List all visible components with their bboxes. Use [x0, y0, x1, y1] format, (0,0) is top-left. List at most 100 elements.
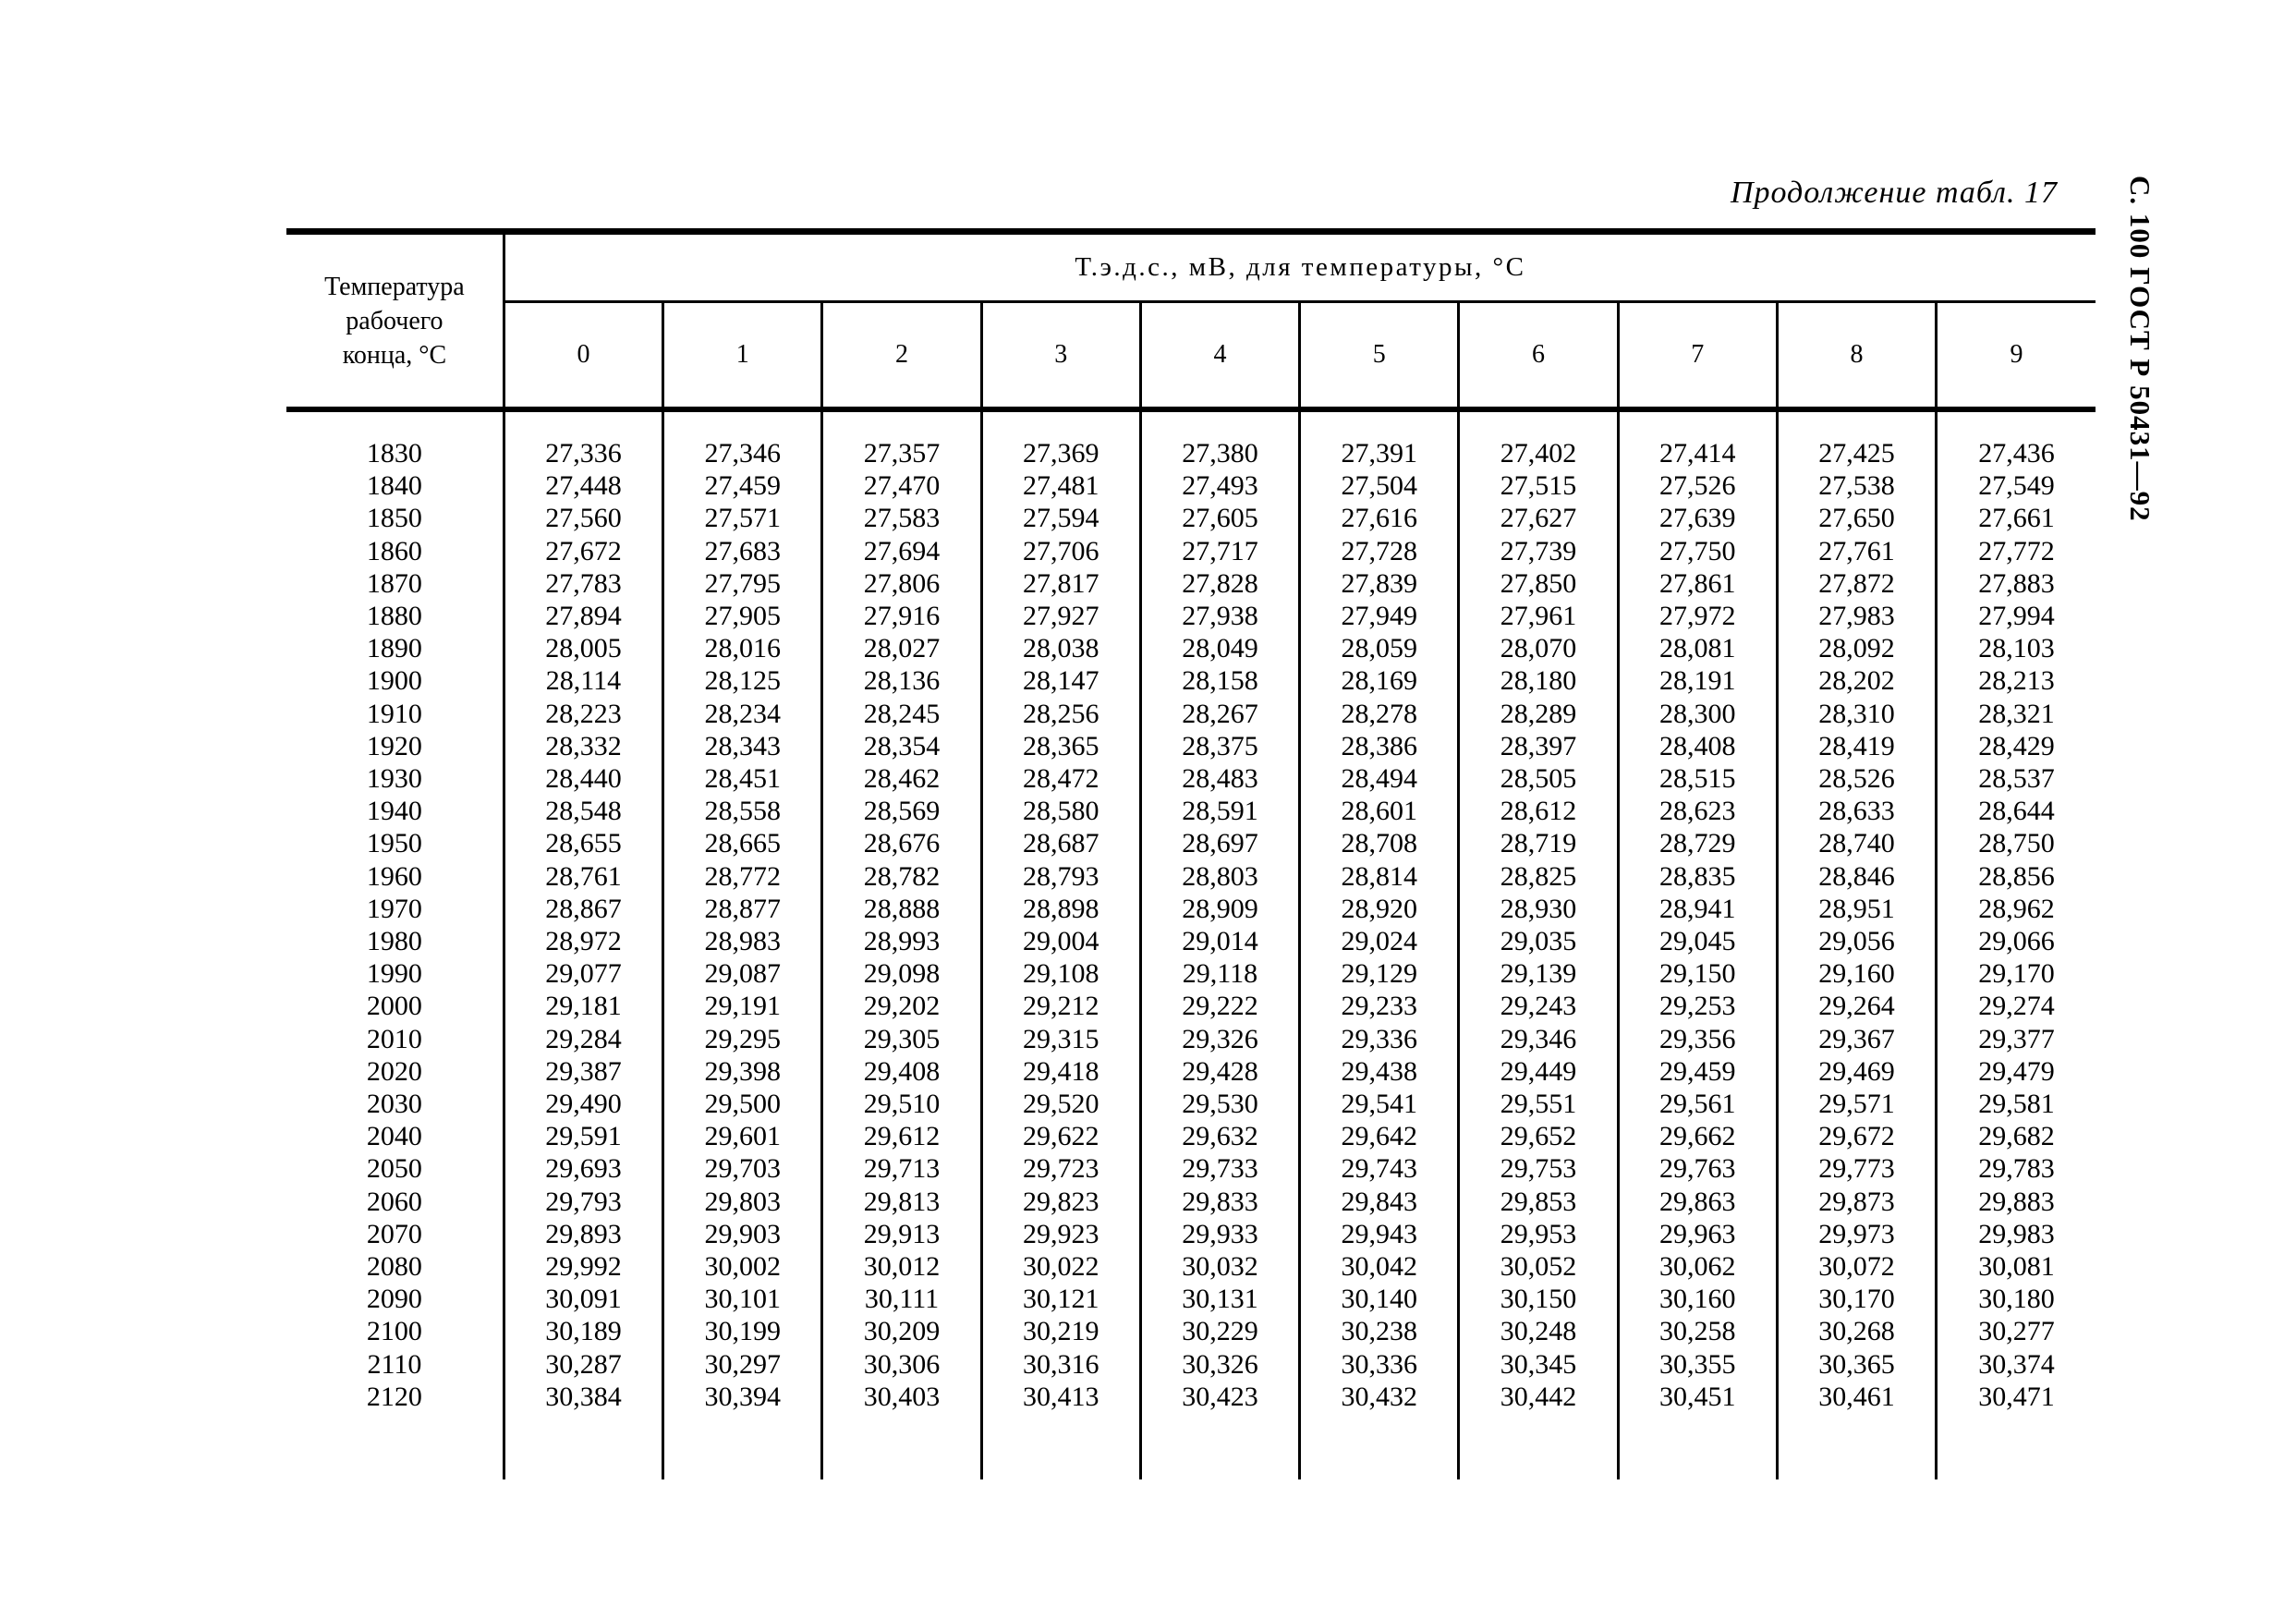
emf-value-cell: 28,750: [1935, 827, 2096, 860]
emf-value-cell: 30,384: [502, 1380, 663, 1414]
emf-value-cell: 27,336: [502, 409, 663, 470]
emf-value-cell: 29,377: [1935, 1022, 2096, 1055]
emf-value-cell: 28,920: [1298, 892, 1459, 926]
emf-value-cell: 30,022: [979, 1250, 1141, 1284]
emf-value-cell: 28,930: [1457, 892, 1619, 926]
emf-value-cell: 28,136: [820, 664, 982, 698]
emf-value-cell: 27,346: [662, 409, 822, 470]
emf-value-cell: 28,103: [1935, 632, 2096, 665]
emf-value-cell: 29,160: [1775, 957, 1937, 991]
emf-value-cell: 29,843: [1298, 1185, 1459, 1218]
emf-value-cell: 29,295: [662, 1022, 822, 1055]
emf-value-cell: 29,264: [1775, 990, 1937, 1023]
emf-value-cell: 30,403: [820, 1380, 982, 1414]
emf-value-cell: 28,125: [662, 664, 822, 698]
emf-value-cell: 30,316: [979, 1347, 1141, 1381]
temperature-cell: 1840: [366, 470, 422, 502]
emf-value-cell: 28,909: [1138, 892, 1300, 926]
emf-value-cell: 28,782: [820, 859, 982, 893]
emf-value-cell: 27,515: [1457, 469, 1619, 503]
table-row: 1910 28,223 28,234 28,245 28,256 28,267 28,278…: [286, 697, 2096, 730]
emf-value-cell: 30,442: [1457, 1380, 1619, 1414]
emf-value-cell: 27,938: [1138, 600, 1300, 633]
temperature-cell: 1980: [366, 926, 422, 957]
temperature-cell: 2120: [366, 1381, 422, 1412]
temperature-cell: 1900: [366, 665, 422, 697]
emf-value-cell: 27,357: [820, 409, 982, 470]
emf-value-cell: 30,471: [1935, 1380, 2096, 1414]
table-row: 1890 28,005 28,016 28,027 28,038 28,049 28,059…: [286, 632, 2096, 665]
empty-cell: [286, 1413, 504, 1479]
emf-value-cell: 30,062: [1616, 1250, 1778, 1284]
emf-value-cell: 28,772: [662, 859, 822, 893]
emf-value-cell: 27,504: [1298, 469, 1459, 503]
emf-value-cell: 30,101: [662, 1283, 822, 1316]
emf-value-cell: 30,326: [1138, 1347, 1300, 1381]
table-body: 1830 27,336 27,346 27,357 27,369 27,380 27,391…: [286, 409, 2096, 1480]
digit-column-header: 7: [1616, 301, 1778, 412]
emf-value-cell: 30,287: [502, 1347, 663, 1381]
emf-value-cell: 29,449: [1457, 1054, 1619, 1089]
emf-value-cell: 29,733: [1138, 1152, 1300, 1186]
temperature-cell: 1940: [366, 796, 422, 827]
emf-value-cell: 27,526: [1616, 469, 1778, 503]
emf-value-cell: 27,538: [1775, 469, 1937, 503]
group-header-row: Температура рабочего конца, °С Т.э.д.с.,…: [286, 231, 2096, 412]
emf-value-cell: 28,038: [979, 632, 1141, 665]
table-row: 2110 30,287 30,297 30,306 30,316 30,326 30,336…: [286, 1347, 2096, 1381]
emf-value-cell: 28,114: [502, 664, 663, 698]
table-row: 2030 29,490 29,500 29,510 29,520 29,530 29,541…: [286, 1088, 2096, 1121]
emf-value-cell: 30,297: [662, 1347, 822, 1381]
temperature-cell: 1960: [366, 860, 422, 892]
emf-value-cell: 29,642: [1298, 1120, 1459, 1153]
digit-column-header: 9: [1935, 301, 2096, 412]
emf-value-cell: 30,413: [979, 1380, 1141, 1414]
temperature-cell: 1860: [366, 535, 422, 566]
emf-temperature-table: Температура рабочего конца, °С Т.э.д.с.,…: [286, 228, 2096, 1480]
emf-value-cell: 28,951: [1775, 892, 1937, 926]
emf-value-cell: 27,961: [1457, 600, 1619, 633]
emf-value-cell: 28,223: [502, 697, 663, 730]
table-row: 1930 28,440 28,451 28,462 28,472 28,483 28,494…: [286, 762, 2096, 796]
digit-column-header: 6: [1457, 301, 1619, 412]
emf-value-cell: 29,612: [820, 1120, 982, 1153]
emf-value-cell: 28,580: [979, 795, 1141, 828]
emf-value-cell: 28,687: [979, 827, 1141, 860]
table-row: 2100 30,189 30,199 30,209 30,219 30,229 30,238…: [286, 1315, 2096, 1348]
emf-value-cell: 28,191: [1616, 664, 1778, 698]
empty-cell: [1298, 1413, 1459, 1480]
emf-value-cell: 28,558: [662, 795, 822, 828]
emf-value-cell: 29,753: [1457, 1152, 1619, 1186]
temperature-cell: 2050: [366, 1153, 422, 1185]
emf-value-cell: 29,170: [1935, 957, 2096, 991]
table-row: 1870 27,783 27,795 27,806 27,817 27,828 27,839…: [286, 566, 2096, 601]
emf-value-cell: 27,661: [1935, 502, 2096, 535]
temperature-cell: 1990: [366, 958, 422, 990]
emf-value-cell: 29,066: [1935, 925, 2096, 958]
emf-value-cell: 29,346: [1457, 1022, 1619, 1055]
emf-value-cell: 27,380: [1138, 409, 1300, 470]
emf-value-cell: 28,397: [1457, 729, 1619, 763]
empty-cell: [1138, 1413, 1300, 1480]
emf-value-cell: 29,408: [820, 1054, 982, 1089]
emf-value-cell: 28,814: [1298, 859, 1459, 893]
emf-value-cell: 28,537: [1935, 762, 2096, 796]
empty-cell: [1775, 1413, 1937, 1480]
emf-value-cell: 28,408: [1616, 729, 1778, 763]
emf-value-cell: 28,569: [820, 795, 982, 828]
table-row: 2010 29,284 29,295 29,305 29,315 29,326 29,336…: [286, 1022, 2096, 1055]
emf-value-cell: 29,992: [502, 1250, 663, 1284]
emf-value-cell: 27,927: [979, 600, 1141, 633]
emf-value-cell: 29,943: [1298, 1217, 1459, 1251]
emf-value-cell: 28,483: [1138, 762, 1300, 796]
digit-column-header: 2: [820, 301, 982, 412]
emf-value-cell: 30,140: [1298, 1283, 1459, 1316]
emf-value-cell: 30,432: [1298, 1380, 1459, 1414]
emf-value-cell: 28,591: [1138, 795, 1300, 828]
emf-value-cell: 29,933: [1138, 1217, 1300, 1251]
emf-value-cell: 28,526: [1775, 762, 1937, 796]
emf-group-header: Т.э.д.с., мВ, для температуры, °С: [504, 231, 2096, 303]
emf-value-cell: 30,451: [1616, 1380, 1778, 1414]
emf-value-cell: 29,571: [1775, 1088, 1937, 1121]
emf-value-cell: 28,505: [1457, 762, 1619, 796]
